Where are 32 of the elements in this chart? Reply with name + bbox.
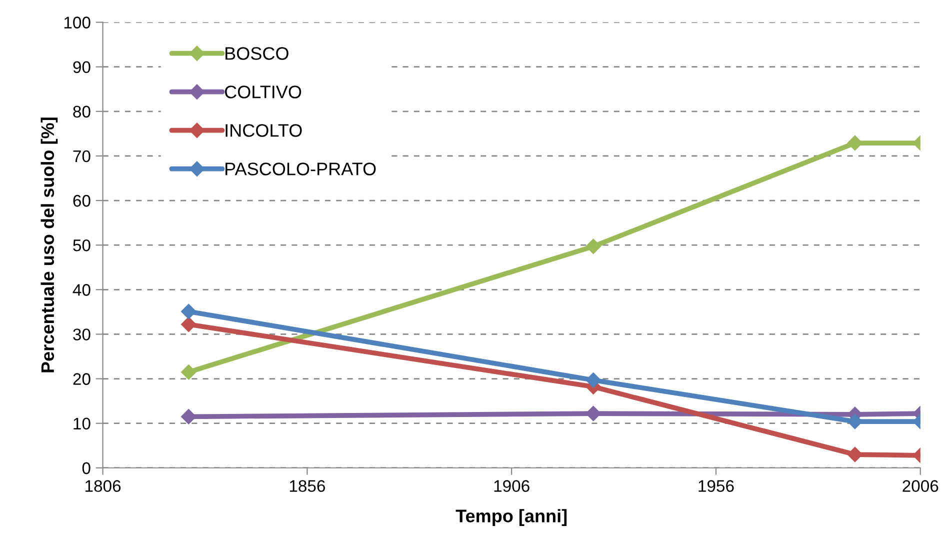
y-tick-label: 50	[73, 239, 90, 252]
y-tick-label: 10	[74, 418, 90, 430]
y-tick-label: 0	[82, 462, 90, 474]
x-axis-title: Tempo [anni]	[456, 509, 567, 526]
point	[847, 446, 863, 462]
x-tick-label: 1906	[494, 480, 530, 492]
point	[181, 304, 196, 320]
y-tick-label: 40	[72, 284, 90, 296]
point	[847, 135, 863, 151]
x-tick-label: 2006	[902, 480, 938, 492]
point	[181, 316, 196, 332]
y-tick-label: 90	[73, 61, 90, 74]
y-tick-label: 70	[73, 150, 90, 162]
legend-label: COLTIVO	[224, 86, 302, 98]
point	[847, 414, 863, 430]
point	[586, 406, 601, 422]
legend-label: BOSCO	[226, 47, 288, 60]
y-tick-label: 80	[73, 106, 90, 118]
x-tick-label: 1956	[698, 480, 734, 492]
y-tick-label: 100	[64, 16, 90, 28]
point	[586, 372, 601, 388]
point	[181, 364, 196, 380]
x-tick-label: 1806	[86, 480, 121, 492]
point	[181, 409, 196, 424]
x-tick-label: 1856	[290, 480, 325, 492]
legend-label: PASCOLO-PRATO	[226, 162, 376, 176]
y-tick-label: 20	[73, 373, 90, 385]
legend-label: INCOLTO	[226, 124, 302, 137]
y-tick-label: 30	[73, 328, 90, 340]
point	[586, 238, 601, 254]
y-axis-title: Percentuale uso del suolo [%]	[40, 118, 58, 372]
y-tick-label: 60	[73, 194, 90, 207]
